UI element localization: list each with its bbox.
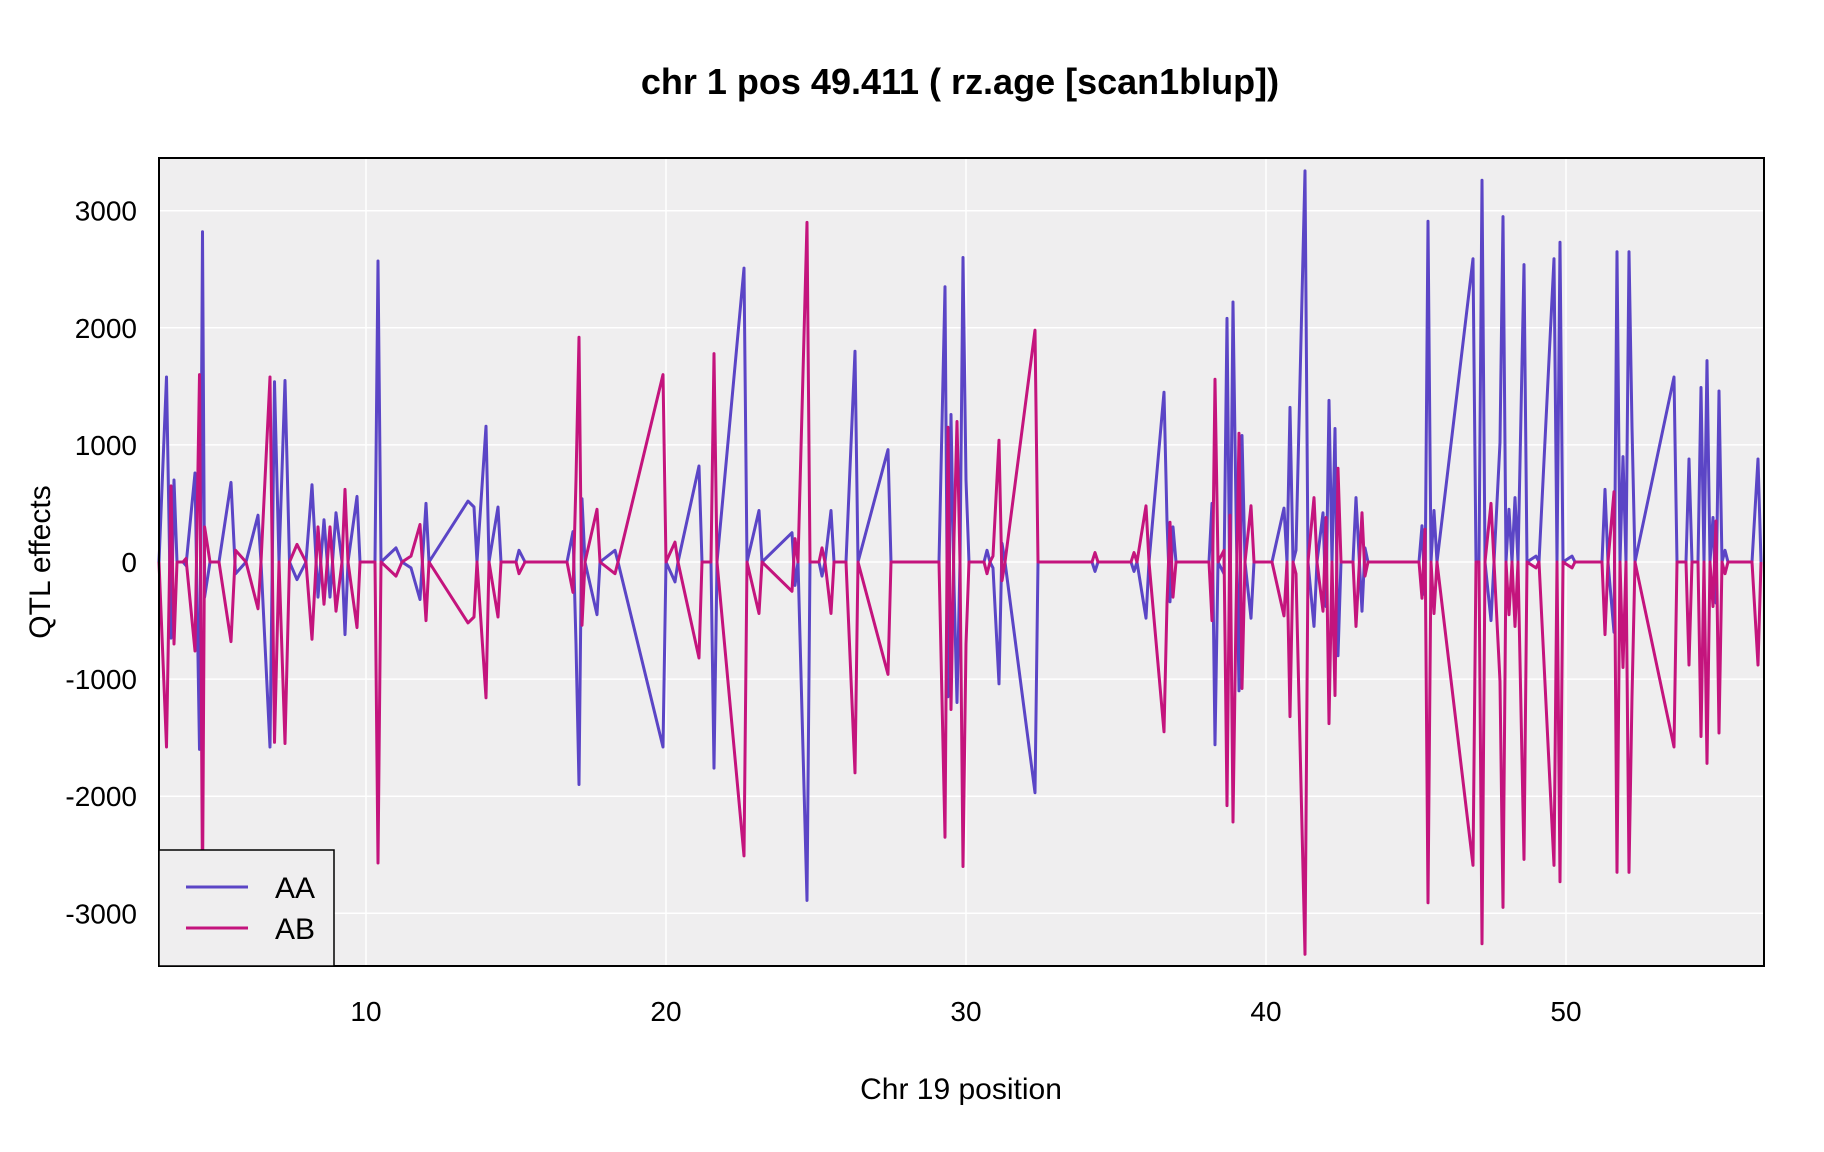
x-axis-label: Chr 19 position — [860, 1073, 1062, 1106]
series-line-ab — [157, 220, 1763, 956]
x-tick-label: 20 — [650, 996, 681, 1027]
series-lines — [157, 169, 1763, 956]
legend: AA AB — [158, 849, 335, 967]
legend-box — [158, 849, 335, 967]
y-tick-label: 0 — [121, 547, 137, 578]
y-tick-label: 1000 — [75, 430, 137, 461]
plot-area — [157, 157, 1765, 967]
legend-label-aa: AA — [275, 872, 315, 905]
y-tick-label: -1000 — [65, 664, 137, 695]
y-axis-ticks: -3000 -2000 -1000 0 1000 2000 3000 — [65, 196, 137, 930]
y-axis-label: QTL effects — [24, 485, 57, 638]
legend-label-ab: AB — [275, 913, 315, 946]
x-tick-label: 50 — [1550, 996, 1581, 1027]
y-tick-label: 2000 — [75, 313, 137, 344]
x-tick-label: 10 — [350, 996, 381, 1027]
y-tick-label: -2000 — [65, 781, 137, 812]
x-tick-label: 40 — [1250, 996, 1281, 1027]
x-tick-label: 30 — [950, 996, 981, 1027]
plot-border — [158, 157, 1765, 967]
y-tick-label: 3000 — [75, 196, 137, 227]
chart-title: chr 1 pos 49.411 ( rz.age [scan1blup]) — [641, 61, 1279, 102]
x-axis-ticks: 10 20 30 40 50 — [350, 996, 1581, 1027]
y-tick-label: -3000 — [65, 898, 137, 929]
